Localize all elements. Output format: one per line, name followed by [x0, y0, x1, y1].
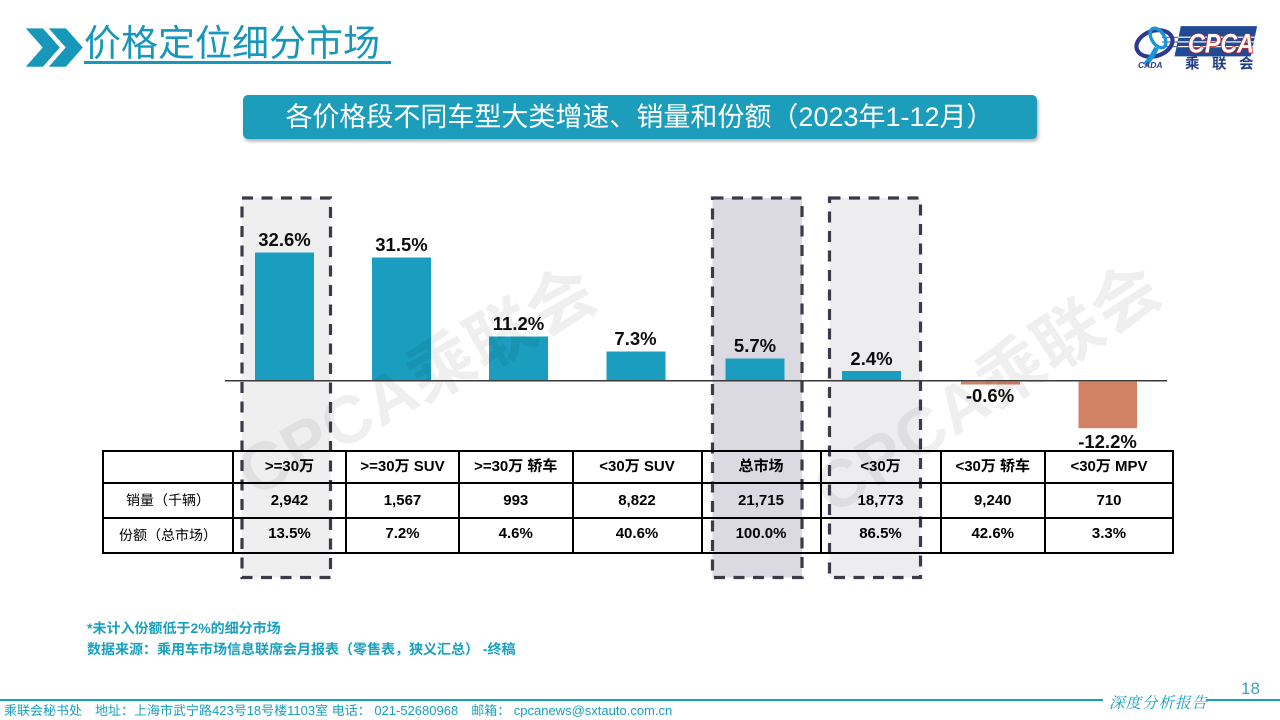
svg-text:乘联会: 乘联会: [1185, 56, 1264, 73]
svg-text:CPCA: CPCA: [1188, 29, 1254, 59]
svg-text:CADA: CADA: [1138, 60, 1163, 70]
